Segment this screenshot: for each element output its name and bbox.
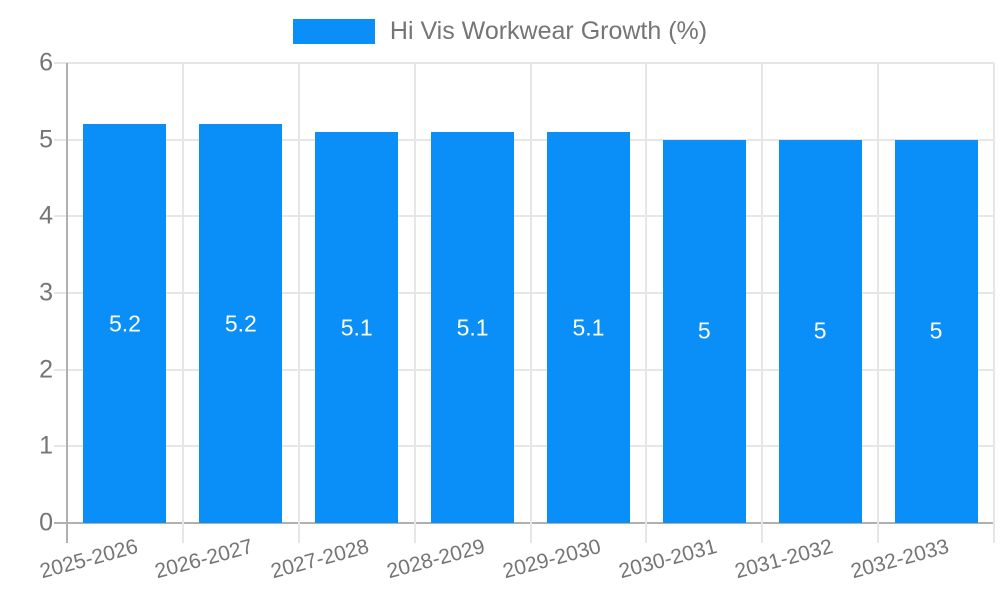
bar-value-label: 5: [697, 317, 711, 344]
gridline-vertical: [181, 63, 184, 543]
x-axis-tick-label: 2025-2026: [36, 535, 140, 584]
gridline-vertical: [413, 63, 416, 543]
y-axis-tick-label: 3: [39, 278, 53, 307]
bar[interactable]: [662, 139, 746, 523]
gridline-vertical: [297, 63, 300, 543]
gridline-horizontal: [54, 138, 994, 141]
gridline-horizontal: [54, 445, 994, 448]
x-axis-tick-label: 2028-2029: [384, 535, 488, 584]
plot-area: 5.2 5.2 5.1 5.1 5.1 5 5 5 0 1 2 3 4 5 6 2025-2026 2026-…: [37, 49, 995, 583]
x-axis-tick-label: 2029-2030: [500, 535, 604, 584]
x-axis-tick-label: 2026-2027: [152, 535, 256, 584]
legend[interactable]: Hi Vis Workwear Growth (%): [0, 17, 1000, 45]
y-axis-tick-label: 2: [39, 355, 53, 384]
x-axis-tick-label: 2027-2028: [268, 535, 372, 584]
gridline-vertical: [877, 63, 880, 543]
gridline-vertical: [761, 63, 764, 543]
bar-value-label: 5.1: [340, 314, 373, 340]
bar-value-label: 5.2: [224, 310, 257, 337]
bar[interactable]: [83, 124, 167, 523]
gridline-horizontal: [54, 368, 994, 371]
gridline-horizontal: [54, 292, 994, 294]
y-axis-tick-label: 4: [39, 201, 53, 230]
gridline-horizontal: [54, 62, 994, 64]
bar-value-label: 5: [813, 317, 827, 344]
legend-swatch-icon: [292, 18, 375, 44]
bar[interactable]: [315, 132, 399, 523]
gridline-horizontal: [54, 215, 994, 218]
bar[interactable]: [431, 132, 515, 523]
bar-value-label: 5.1: [456, 314, 489, 340]
y-axis-line: [66, 63, 68, 543]
chart-title: Hi Vis Workwear Growth (%): [389, 17, 708, 45]
bar[interactable]: [894, 139, 978, 523]
y-axis-tick-label: 0: [39, 508, 53, 537]
y-axis-tick-label: 1: [39, 431, 53, 460]
gridline-vertical: [645, 63, 648, 543]
y-axis-tick-label: 5: [39, 125, 53, 154]
gridline-vertical: [529, 63, 532, 543]
x-axis-tick-label: 2030-2031: [616, 535, 720, 584]
gridline-vertical: [993, 63, 995, 543]
x-axis-tick-label: 2031-2032: [732, 535, 836, 584]
bar-value-label: 5.2: [108, 310, 141, 337]
bar[interactable]: [546, 132, 630, 523]
y-axis-tick-label: 6: [39, 48, 53, 77]
bar-value-label: 5: [929, 317, 943, 344]
bar[interactable]: [778, 139, 862, 523]
bar[interactable]: [199, 124, 283, 523]
x-axis-tick-label: 2032-2033: [848, 535, 952, 584]
x-axis-line: [54, 522, 994, 524]
bar-value-label: 5.1: [572, 314, 605, 340]
